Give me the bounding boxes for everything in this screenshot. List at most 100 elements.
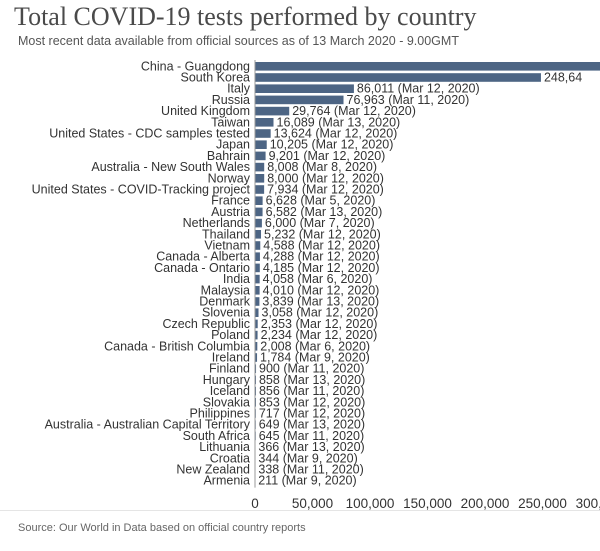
category-label-norway: Norway [208,171,251,185]
source-note: Source: Our World in Data based on offic… [18,522,306,534]
category-label-russia: Russia [212,93,250,107]
x-tick-label: 150,000 [403,496,452,511]
category-label-armenia: Armenia [203,474,250,488]
value-label-poland: 2,234 (Mar 12, 2020) [261,328,378,342]
category-label-south-africa: South Africa [183,429,250,443]
category-label-finland: Finland [209,362,250,376]
bar-ireland [255,353,258,362]
bar-finland [255,364,257,373]
bar-canada-alberta [255,252,260,261]
chart-subtitle: Most recent data available from official… [18,34,459,48]
bar-france [255,196,263,205]
category-label-denmark: Denmark [199,295,250,309]
x-axis-ticks-group: 0 50,000 100,000 150,000 200,000 250,000 300,0… [251,496,600,511]
value-label-australia-new-south-wales: 8,008 (Mar 8, 2020) [267,160,377,174]
category-label-india: India [223,272,250,286]
category-label-netherlands: Netherlands [183,216,250,230]
bar-netherlands [255,218,262,228]
chart-title: Total COVID-19 tests performed by countr… [14,2,477,31]
bar-austria [255,207,263,217]
category-label-canada-ontario: Canada - Ontario [154,261,250,275]
value-label-canada-ontario: 4,185 (Mar 12, 2020) [263,261,380,275]
bar-russia [255,95,344,105]
value-label-slovakia: 853 (Mar 12, 2020) [259,395,365,409]
category-label-philippines: Philippines [190,407,250,421]
bar-south-korea [255,73,541,82]
category-label-united-kingdom: United Kingdom [161,104,250,118]
value-label-canada-alberta: 4,288 (Mar 12, 2020) [263,250,380,264]
value-label-iceland: 856 (Mar 11, 2020) [259,384,364,398]
category-label-vietnam: Vietnam [204,239,250,253]
value-label-bahrain: 9,201 (Mar 12, 2020) [269,149,386,163]
category-label-slovenia: Slovenia [202,306,250,320]
bar-japan [255,140,267,149]
category-label-united-states-covid-tracking-project: United States - COVID-Tracking project [32,183,251,197]
bar-india [255,274,260,284]
value-label-australia-australian-capital-territory: 649 (Mar 13, 2020) [259,418,365,432]
value-label-new-zealand: 338 (Mar 11, 2020) [258,463,363,477]
category-label-austria: Austria [211,205,250,219]
category-label-new-zealand: New Zealand [176,463,250,477]
category-label-thailand: Thailand [202,227,250,241]
category-label-canada-british-columbia: Canada - British Columbia [104,339,250,353]
value-label-hungary: 858 (Mar 13, 2020) [259,373,365,387]
category-label-china-guangdong: China - Guangdong [141,59,250,73]
value-label-norway: 8,000 (Mar 12, 2020) [267,171,384,185]
bar-bahrain [255,151,266,161]
value-label-south-korea: 248,64 [544,71,582,85]
bars-group [255,62,600,485]
x-tick-label: 200,000 [461,496,510,511]
category-label-united-states-cdc-samples-tested: United States - CDC samples tested [49,127,250,141]
bar-canada-british-columbia [255,342,258,351]
x-tick-label: 300,000 [576,496,600,511]
bar-malaysia [255,286,260,295]
bar-slovenia [255,308,259,317]
value-label-vietnam: 4,588 (Mar 12, 2020) [263,239,380,253]
bar-denmark [255,297,260,306]
value-label-japan: 10,205 (Mar 12, 2020) [270,138,394,152]
value-labels-group: 248,64 86,011 (Mar 12, 2020)76,963 (Mar 1… [258,71,582,488]
value-label-france: 6,628 (Mar 5, 2020) [266,194,376,208]
value-label-croatia: 344 (Mar 9, 2020) [258,451,357,465]
x-tick-label: 0 [251,496,259,511]
category-label-south-korea: South Korea [181,71,251,85]
x-tick-label: 50,000 [292,496,333,511]
x-tick-label: 100,000 [346,496,395,511]
bar-norway [255,174,265,183]
value-label-italy: 86,011 (Mar 12, 2020) [357,82,480,96]
category-label-australia-new-south-wales: Australia - New South Wales [91,160,250,174]
bar-canada-ontario [255,263,260,273]
category-label-canada-alberta: Canada - Alberta [156,250,250,264]
value-label-united-states-cdc-samples-tested: 13,624 (Mar 12, 2020) [274,127,398,141]
category-label-lithuania: Lithuania [199,440,250,454]
bar-australia-new-south-wales [255,162,265,172]
category-label-iceland: Iceland [210,384,250,398]
category-label-taiwan: Taiwan [211,115,250,129]
value-label-thailand: 5,232 (Mar 12, 2020) [264,227,381,241]
category-label-malaysia: Malaysia [201,283,250,297]
value-label-united-kingdom: 29,764 (Mar 12, 2020) [292,104,416,118]
bar-united-states-covid-tracking-project [255,185,265,194]
value-label-austria: 6,582 (Mar 13, 2020) [266,205,383,219]
x-tick-label: 250,000 [518,496,567,511]
category-label-france: France [211,194,250,208]
value-label-india: 4,058 (Mar 6, 2020) [263,272,373,286]
bar-united-kingdom [255,106,290,116]
category-label-bahrain: Bahrain [207,149,250,163]
category-label-croatia: Croatia [210,451,250,465]
value-label-canada-british-columbia: 2,008 (Mar 6, 2020) [260,339,370,353]
value-label-south-africa: 645 (Mar 11, 2020) [259,429,364,443]
bar-taiwan [255,118,274,127]
category-label-ireland: Ireland [212,351,250,365]
category-label-poland: Poland [211,328,250,342]
value-label-united-states-covid-tracking-project: 7,934 (Mar 12, 2020) [267,183,384,197]
bar-vietnam [255,241,261,250]
value-label-ireland: 1,784 (Mar 9, 2020) [260,351,370,365]
value-label-finland: 900 (Mar 11, 2020) [259,362,364,376]
category-label-australia-australian-capital-territory: Australia - Australian Capital Territory [45,418,251,432]
category-label-czech-republic: Czech Republic [162,317,250,331]
value-label-netherlands: 6,000 (Mar 7, 2020) [265,216,375,230]
bar-poland [255,330,258,340]
